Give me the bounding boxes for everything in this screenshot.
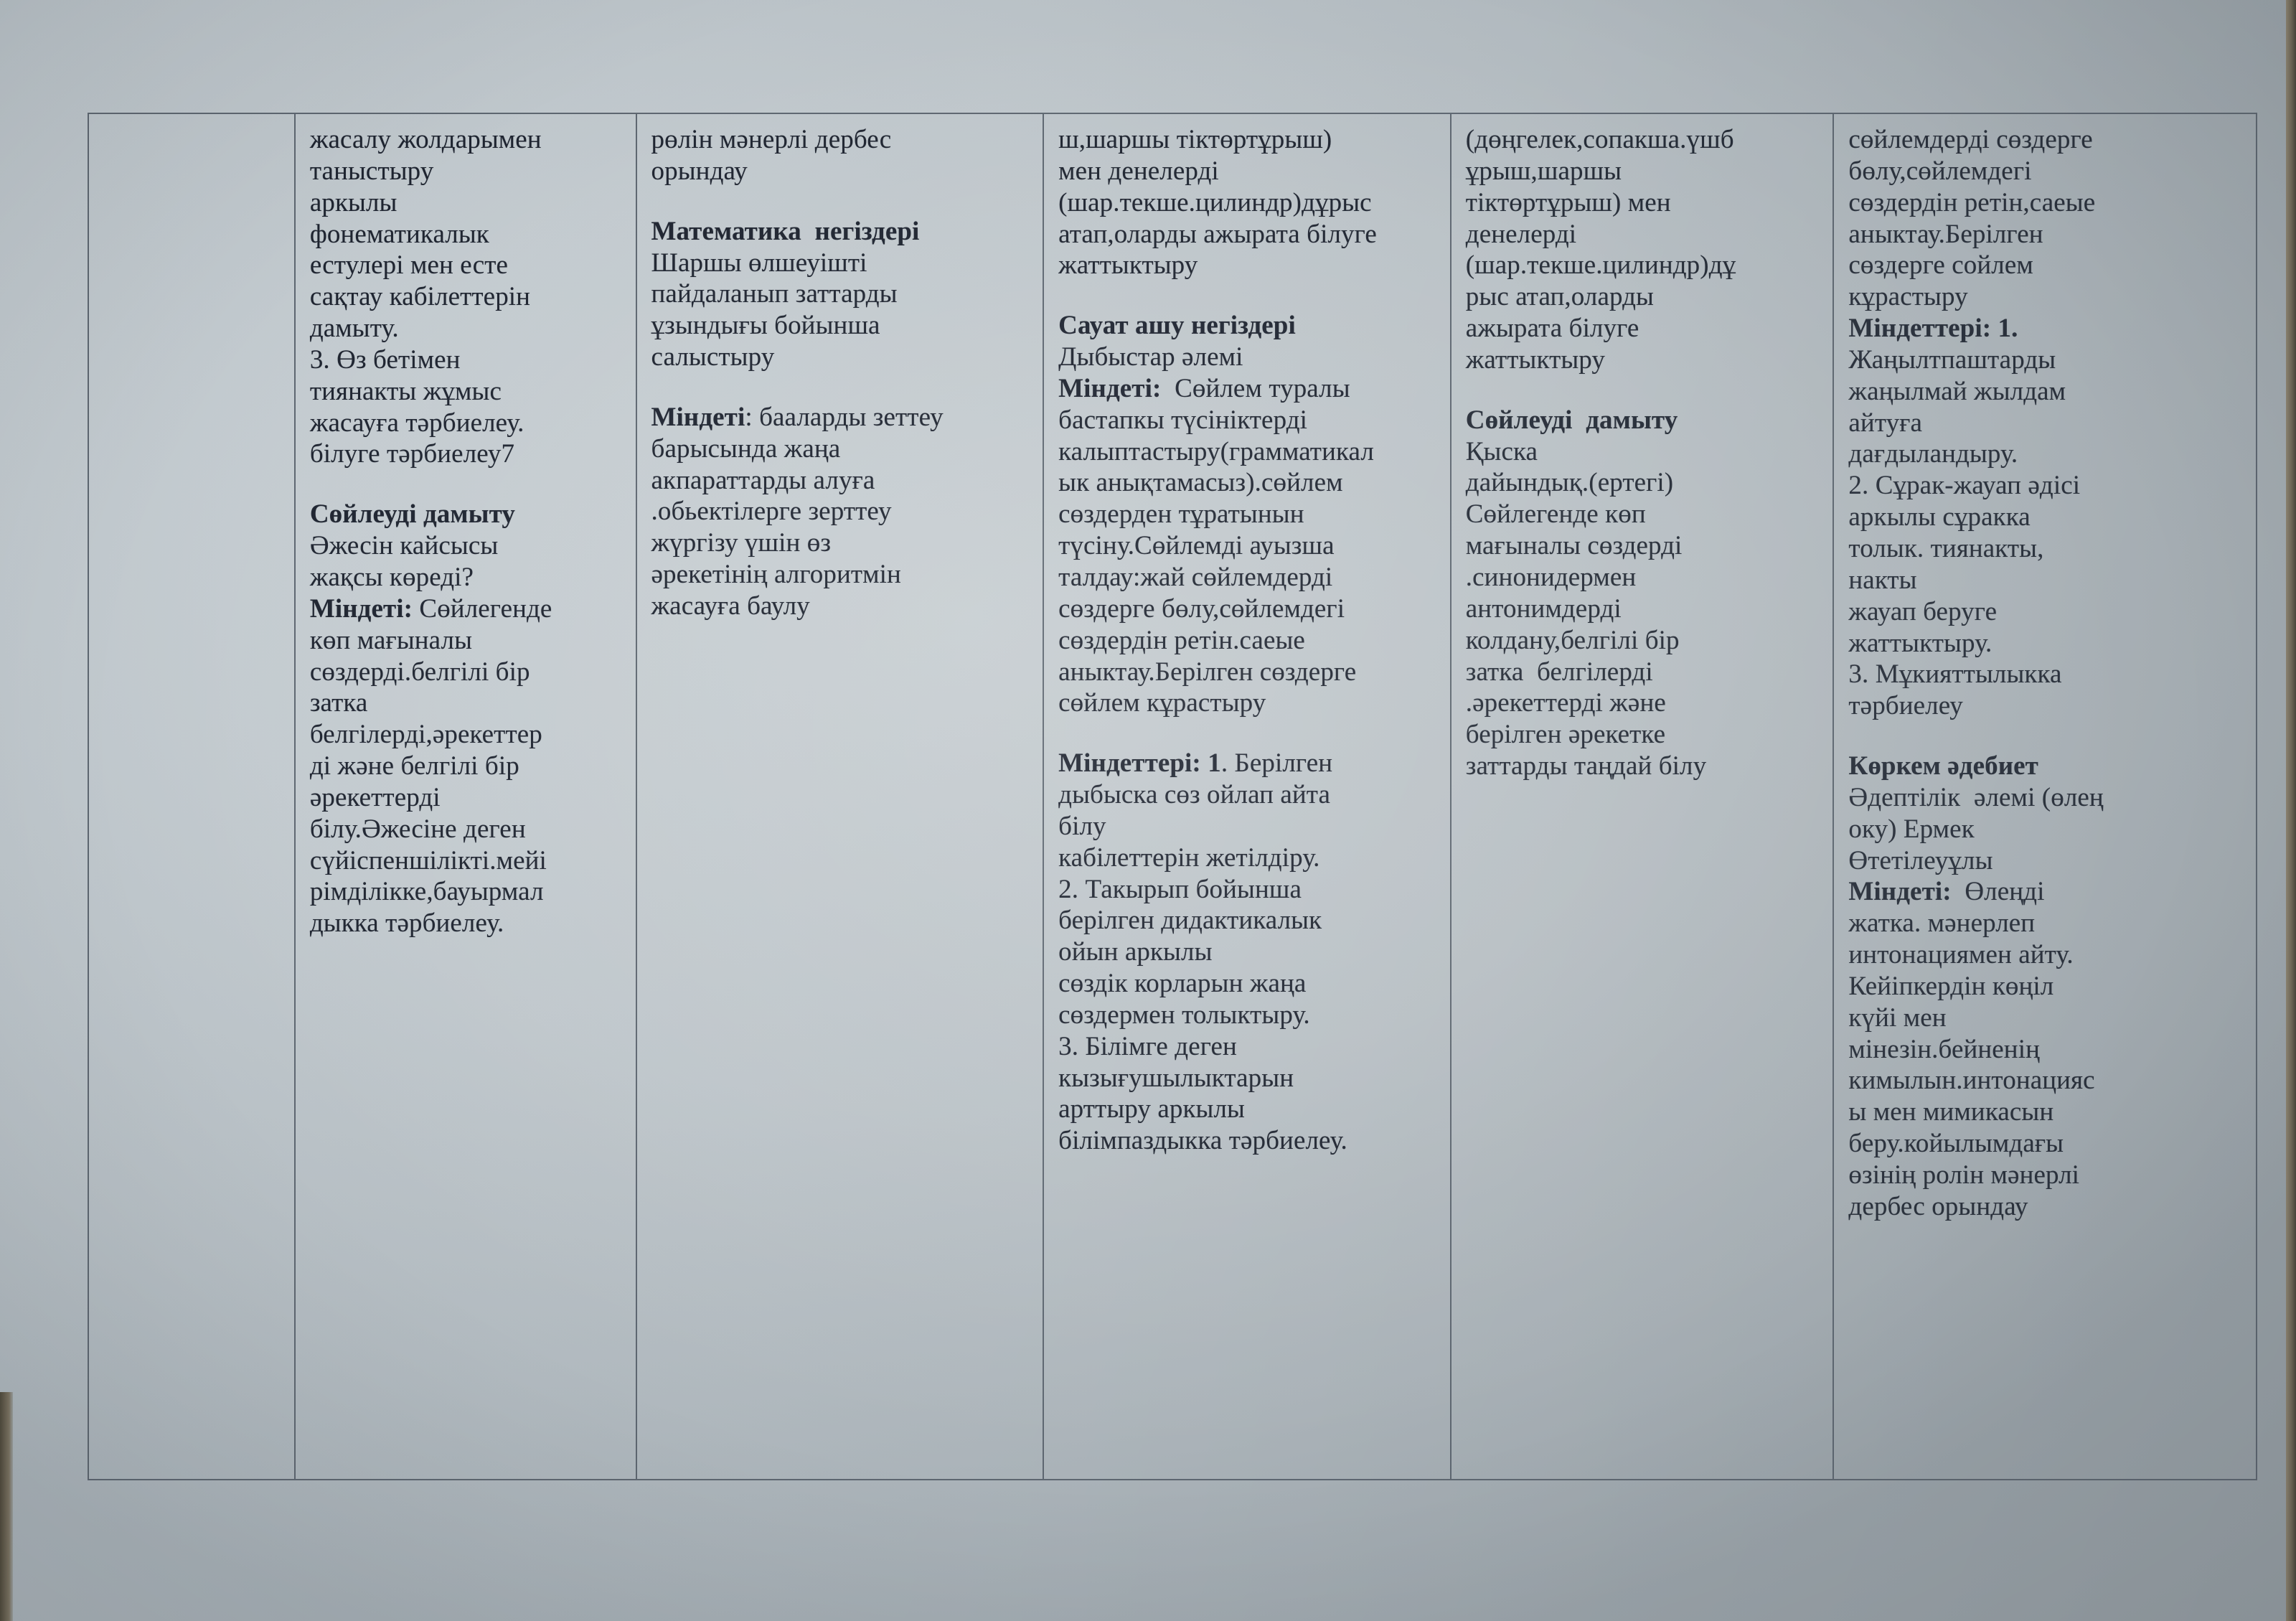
body-paragraph: рөлін мәнерлі дербес орындау: [651, 125, 892, 186]
body-paragraph: сөйлемдерді сөздерге бөлу,сөйлемдегі сөз…: [1848, 125, 2096, 312]
section-heading: Сөйлеуді дамыту: [309, 499, 516, 530]
planning-table: жасалу жолдарымен таныстыру аркылы фонем…: [88, 113, 2257, 1480]
body-paragraph: Қыска дайындық.(ертегі) Сөйлегенде көп м…: [1465, 436, 1707, 781]
paragraph-spacer: [1848, 722, 2244, 751]
body-paragraph: Дыбыстар әлемі: [1058, 342, 1243, 372]
body-paragraph: жасалу жолдарымен таныстыру аркылы фонем…: [309, 125, 542, 469]
paragraph-lead-label: Міндеті:: [1058, 373, 1162, 403]
paper-right-edge-shadow: [2286, 0, 2296, 1621]
table-column-5: сөйлемдерді сөздерге бөлу,сөйлемдегі сөз…: [1834, 114, 2256, 1479]
section-heading: Көркем әдебиет: [1848, 751, 2038, 781]
table-column-2: рөлін мәнерлі дербес орындау Математика н…: [637, 114, 1045, 1479]
body-paragraph: Міндеттері: 1. Берілген дыбыска сөз ойла…: [1058, 748, 1347, 1156]
section-heading: Сөйлеуді дамыту: [1465, 405, 1678, 435]
paragraph-spacer: [1466, 376, 1822, 405]
body-paragraph: Шаршы өлшеуішті пайдаланып заттарды ұзын…: [651, 248, 898, 372]
body-paragraph: (дөңгелек,сопакша.үшб ұрыш,шаршы тіктөрт…: [1465, 125, 1736, 375]
paragraph-spacer: [1058, 281, 1439, 310]
paragraph-spacer: [651, 187, 1032, 216]
body-paragraph: Әдептілік әлемі (өлең оку) Ермек Өтетіле…: [1848, 782, 2104, 875]
section-heading: Сауат ашу негіздері: [1058, 311, 1296, 341]
body-paragraph: Міндеті: Сөйлем туралы бастапкы түсінікт…: [1058, 373, 1374, 718]
table-column-3: ш,шаршы тіктөртұрыш) мен денелерді (шар.…: [1044, 114, 1452, 1479]
paragraph-spacer: [310, 470, 624, 499]
paper-left-edge-shadow: [0, 1392, 13, 1621]
paragraph-lead-label: Міндеті:: [309, 593, 413, 624]
body-paragraph: Міндеті: Сөйлегенде көп мағыналы сөздерд…: [309, 593, 552, 939]
body-paragraph: Міндеті: Өлеңді жатка. мәнерлеп интонаци…: [1848, 877, 2095, 1221]
body-paragraph: ш,шаршы тіктөртұрыш) мен денелерді (шар.…: [1058, 125, 1377, 281]
body-paragraph: Міндеттері: 1. Жаңылтпаштарды жаңылмай ж…: [1848, 314, 2081, 721]
paragraph-lead-label: Міндеттері: 1.: [1848, 314, 2018, 344]
section-heading: Математика негіздері: [651, 216, 920, 246]
table-column-4: (дөңгелек,сопакша.үшб ұрыш,шаршы тіктөрт…: [1452, 114, 1835, 1479]
table-column-1: жасалу жолдарымен таныстыру аркылы фонем…: [296, 114, 637, 1479]
body-paragraph: Міндеті: бааларды зеттеу барысында жаңа …: [651, 402, 944, 621]
paragraph-lead-label: Міндеті:: [1848, 877, 1952, 907]
table-column-empty: [89, 114, 296, 1479]
paragraph-lead-label: Міндеттері: 1: [1058, 748, 1221, 779]
paragraph-spacer: [1058, 719, 1439, 748]
paragraph-lead-label: Міндеті: [651, 402, 745, 432]
body-paragraph: Әжесін кайсысы жақсы көреді?: [309, 531, 499, 592]
paragraph-spacer: [651, 373, 1032, 402]
